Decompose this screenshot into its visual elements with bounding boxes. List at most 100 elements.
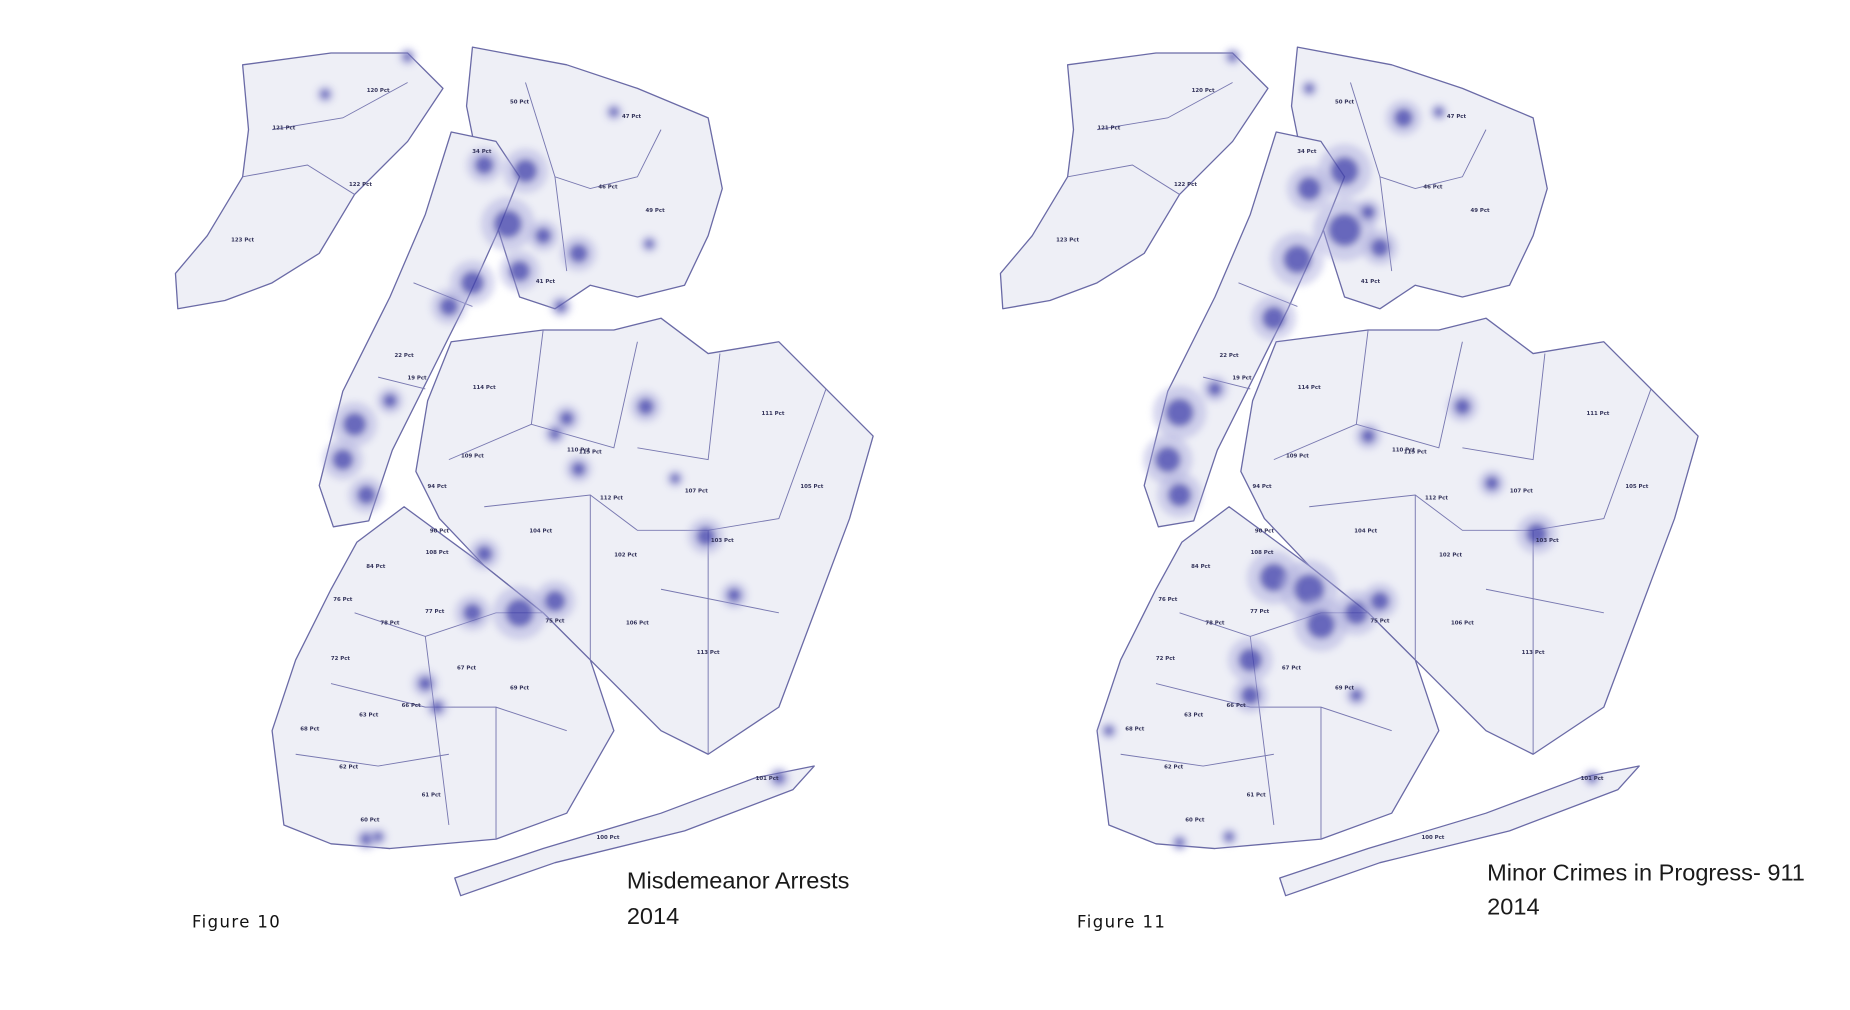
map-title: Minor Crimes in Progress- 911: [1487, 859, 1805, 885]
precinct-label: 22 Pct: [395, 353, 415, 359]
density-core: [373, 832, 383, 842]
precinct-label: 50 Pct: [1335, 100, 1355, 106]
density-core: [1344, 601, 1369, 625]
density-layer: [316, 47, 791, 851]
density-core: [637, 398, 654, 415]
precinct-label: 49 Pct: [1471, 208, 1491, 214]
precinct-label: 60 Pct: [1185, 817, 1205, 823]
density-core: [1454, 398, 1471, 415]
precinct-label: 78 Pct: [1205, 621, 1225, 627]
precinct-label: 120 Pct: [1192, 88, 1215, 94]
precinct-label: 112 Pct: [600, 496, 623, 502]
density-core: [1526, 523, 1548, 545]
precinct-label: 72 Pct: [1156, 656, 1176, 662]
precinct-label: 110 Pct: [1392, 447, 1415, 453]
precinct-label: 63 Pct: [1184, 713, 1204, 719]
precinct-label: 34 Pct: [472, 149, 492, 155]
density-core: [1293, 573, 1325, 605]
density-core: [439, 296, 459, 316]
density-core: [474, 155, 494, 175]
precinct-label: 111 Pct: [762, 411, 785, 417]
precinct-label: 104 Pct: [1354, 529, 1377, 535]
precinct-label: 34 Pct: [1297, 149, 1317, 155]
density-core: [644, 239, 654, 249]
density-core: [1174, 837, 1185, 848]
precinct-label: 109 Pct: [1286, 453, 1309, 459]
density-core: [534, 227, 552, 244]
density-core: [475, 545, 493, 563]
map-figure-11: 120 Pct 121 Pct 122 Pct 123 Pct 50 Pct 47 Pct…: [999, 46, 1699, 897]
precinct-label: 67 Pct: [1282, 665, 1302, 671]
precinct-label: 75 Pct: [545, 618, 565, 624]
precinct-label: 75 Pct: [1370, 618, 1390, 624]
density-core: [549, 427, 561, 440]
precinct-label: 50 Pct: [510, 100, 530, 106]
precinct-label: 112 Pct: [1425, 496, 1448, 502]
precinct-label: 19 Pct: [1232, 375, 1252, 381]
density-core: [1262, 306, 1286, 330]
map-title: 2014: [1487, 894, 1539, 920]
precinct-label: 66 Pct: [402, 703, 422, 709]
precinct-label: 123 Pct: [231, 238, 254, 244]
precinct-label: 76 Pct: [333, 597, 353, 603]
density-core: [1361, 205, 1376, 220]
density-core: [1207, 381, 1222, 396]
density-core: [1297, 176, 1321, 201]
precinct-label: 103 Pct: [711, 538, 734, 544]
precinct-label: 68 Pct: [1125, 727, 1145, 733]
precinct-label: 113 Pct: [1522, 650, 1545, 656]
precinct-label: 113 Pct: [697, 650, 720, 656]
density-core: [418, 676, 433, 691]
density-core: [342, 412, 367, 437]
density-core: [1350, 689, 1363, 702]
density-core: [1370, 591, 1390, 611]
precinct-label: 122 Pct: [1174, 182, 1197, 188]
precinct-label: 108 Pct: [426, 550, 449, 556]
precinct-label: 46 Pct: [598, 185, 618, 191]
density-core: [508, 260, 531, 282]
density-core: [544, 590, 566, 612]
map-figure-10: 120 Pct 121 Pct 122 Pct 123 Pct 50 Pct 47 Pct…: [174, 46, 874, 897]
precinct-label: 100 Pct: [597, 835, 620, 841]
precinct-label: 63 Pct: [359, 713, 379, 719]
density-core: [1154, 446, 1181, 473]
density-core: [1484, 476, 1499, 491]
precinct-label: 121 Pct: [1097, 126, 1120, 132]
precinct-label: 47 Pct: [1447, 114, 1467, 120]
precinct-label: 106 Pct: [626, 621, 649, 627]
precinct-label: 94 Pct: [1252, 484, 1272, 490]
density-core: [463, 603, 482, 623]
precinct-label: 115 Pct: [1404, 450, 1427, 456]
precinct-label: 94 Pct: [428, 484, 448, 490]
precinct-label: 102 Pct: [614, 552, 637, 558]
precinct-label: 69 Pct: [1335, 685, 1355, 691]
density-core: [1434, 107, 1444, 117]
density-core: [320, 89, 330, 99]
precinct-label: 77 Pct: [1250, 609, 1270, 615]
density-core: [554, 300, 567, 313]
precinct-label: 114 Pct: [1298, 385, 1321, 391]
precinct-label: 77 Pct: [425, 609, 445, 615]
precinct-label: 68 Pct: [300, 727, 320, 733]
precinct-label: 69 Pct: [510, 685, 530, 691]
precinct-label: 62 Pct: [1164, 764, 1184, 770]
density-core: [431, 701, 443, 714]
density-core: [513, 159, 538, 183]
precinct-label: 103 Pct: [1536, 538, 1559, 544]
density-core: [696, 526, 716, 546]
precinct-label: 120 Pct: [367, 88, 390, 94]
precinct-label: 61 Pct: [422, 793, 442, 799]
density-core: [569, 243, 588, 263]
precinct-label: 47 Pct: [622, 114, 642, 120]
precinct-label: 105 Pct: [800, 484, 823, 490]
density-core: [1394, 108, 1413, 128]
density-core: [1328, 213, 1362, 247]
density-core: [727, 588, 742, 603]
density-core: [1370, 238, 1390, 257]
precinct-label: 107 Pct: [685, 489, 708, 495]
density-core: [670, 473, 680, 484]
density-core: [1167, 483, 1192, 507]
density-core: [460, 271, 485, 295]
precinct-label: 107 Pct: [1510, 489, 1533, 495]
